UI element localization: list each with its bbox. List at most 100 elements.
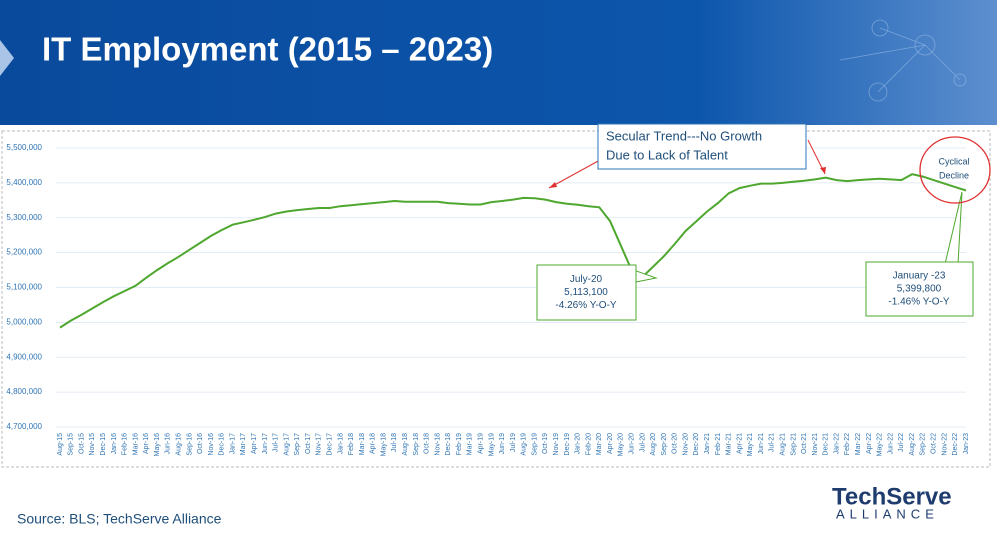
x-tick-label: Dec-15 <box>100 433 107 456</box>
annotation-text: -1.46% Y-O-Y <box>888 297 949 308</box>
y-tick-label: 5,000,000 <box>6 317 42 326</box>
x-tick-label: Jan-18 <box>337 433 344 455</box>
x-tick-label: Mar-22 <box>855 433 862 455</box>
banner <box>0 0 997 125</box>
x-tick-label: Aug-15 <box>57 433 64 456</box>
x-tick-label: Sep-19 <box>531 433 538 456</box>
x-tick-label: Nov-16 <box>208 433 215 456</box>
x-tick-label: Mar-17 <box>240 433 247 455</box>
x-tick-label: Sep-15 <box>68 433 75 456</box>
logo-sub: ALLIANCE <box>836 506 939 521</box>
chevron <box>0 40 14 76</box>
x-tick-label: Dec-20 <box>693 433 700 456</box>
x-tick-label: Dec-18 <box>445 433 452 456</box>
annotation-box <box>597 123 807 170</box>
x-tick-label: Oct-21 <box>801 433 808 454</box>
x-tick-label: Jul-17 <box>273 433 280 452</box>
x-tick-label: Apr-18 <box>370 433 377 454</box>
x-tick-label: Sep-17 <box>294 433 301 456</box>
highlight-circle <box>919 136 991 204</box>
x-tick-label: Jan-17 <box>229 433 236 455</box>
x-tick-label: Jul-22 <box>898 433 905 452</box>
annotation-text: Secular Trend---No Growth <box>606 128 762 143</box>
x-tick-label: Oct-17 <box>305 433 312 454</box>
x-tick-label: May-22 <box>877 433 884 456</box>
x-tick-label: Mar-19 <box>467 433 474 455</box>
x-tick-label: Aug-16 <box>175 433 182 456</box>
x-tick-label: Apr-17 <box>251 433 258 454</box>
x-tick-label: Jun-16 <box>165 433 172 455</box>
x-tick-label: May-21 <box>747 433 754 456</box>
x-tick-label: Jul-19 <box>510 433 517 452</box>
annotation-text: -4.26% Y-O-Y <box>555 300 616 311</box>
chart-title: IT Employment (2015 – 2023) <box>42 31 493 68</box>
x-tick-label: Feb-22 <box>844 433 851 455</box>
x-tick-label: Jul-21 <box>769 433 776 452</box>
x-tick-label: May-16 <box>154 433 161 456</box>
x-tick-label: Nov-17 <box>316 433 323 456</box>
y-tick-label: 5,200,000 <box>6 248 42 257</box>
x-tick-label: Nov-19 <box>553 433 560 456</box>
annotation-text: 5,399,800 <box>897 284 942 295</box>
x-tick-label: Mar-21 <box>726 433 733 455</box>
x-tick-label: Apr-19 <box>477 433 484 454</box>
x-tick-label: Aug-18 <box>402 433 409 456</box>
x-tick-label: Jun-21 <box>758 433 765 455</box>
x-tick-label: Jan-22 <box>833 433 840 455</box>
x-tick-label: Dec-22 <box>952 433 959 456</box>
x-tick-label: May-20 <box>618 433 625 456</box>
x-tick-label: Oct-18 <box>424 433 431 454</box>
x-tick-label: Dec-21 <box>823 433 830 456</box>
x-tick-label: Oct-16 <box>197 433 204 454</box>
y-tick-label: 5,500,000 <box>6 143 42 152</box>
y-tick-label: 4,800,000 <box>6 387 42 396</box>
callout-line <box>944 191 963 265</box>
x-tick-label: Jun-22 <box>887 433 894 455</box>
y-tick-label: 4,700,000 <box>6 422 42 431</box>
x-tick-label: Apr-16 <box>143 433 150 454</box>
x-tick-label: Mar-20 <box>596 433 603 455</box>
x-tick-label: Feb-19 <box>456 433 463 455</box>
annotation-text: 5,113,100 <box>564 287 608 298</box>
x-tick-label: Jan-23 <box>963 433 970 455</box>
chart-frame <box>1 130 991 468</box>
annotation-text: July-20 <box>570 274 603 285</box>
x-tick-label: Jul-18 <box>391 433 398 452</box>
x-tick-label: Sep-21 <box>790 433 797 456</box>
x-tick-label: Apr-20 <box>607 433 614 454</box>
x-tick-label: Mar-16 <box>132 433 139 455</box>
x-tick-label: Aug-21 <box>779 433 786 456</box>
network-decoration <box>839 19 967 102</box>
x-tick-label: Feb-21 <box>715 433 722 455</box>
annotation-text: Due to Lack of Talent <box>606 147 728 162</box>
x-tick-label: Jun-19 <box>499 433 506 455</box>
x-tick-label: Jan-21 <box>704 433 711 455</box>
x-tick-label: Jan-16 <box>111 433 118 455</box>
arrow-head <box>820 167 826 174</box>
x-tick-label: Oct-15 <box>78 433 85 454</box>
source: Source: BLS; TechServe Alliance <box>17 511 222 527</box>
x-tick-label: Jun-17 <box>262 433 269 455</box>
annotation-text: Cyclical <box>938 156 969 166</box>
x-tick-label: Sep-22 <box>920 433 927 456</box>
x-tick-label: Aug-20 <box>650 433 657 456</box>
x-tick-label: Jan-20 <box>575 433 582 455</box>
y-tick-label: 5,100,000 <box>6 283 42 292</box>
x-tick-label: Apr-21 <box>736 433 743 454</box>
x-tick-label: May-19 <box>488 433 495 456</box>
x-tick-label: Aug-22 <box>909 433 916 456</box>
x-tick-label: Oct-22 <box>930 433 937 454</box>
x-tick-label: Feb-20 <box>585 433 592 455</box>
x-tick-label: Oct-19 <box>542 433 549 454</box>
x-tick-label: Sep-16 <box>186 433 193 456</box>
x-tick-label: Sep-18 <box>413 433 420 456</box>
x-tick-label: Sep-20 <box>661 433 668 456</box>
x-tick-label: Feb-18 <box>348 433 355 455</box>
x-tick-label: Jun-20 <box>628 433 635 455</box>
x-tick-label: Nov-22 <box>941 433 948 456</box>
x-tick-label: Feb-16 <box>122 433 129 455</box>
x-tick-label: Dec-16 <box>219 433 226 456</box>
y-tick-label: 4,900,000 <box>6 352 42 361</box>
x-tick-label: Nov-15 <box>89 433 96 456</box>
